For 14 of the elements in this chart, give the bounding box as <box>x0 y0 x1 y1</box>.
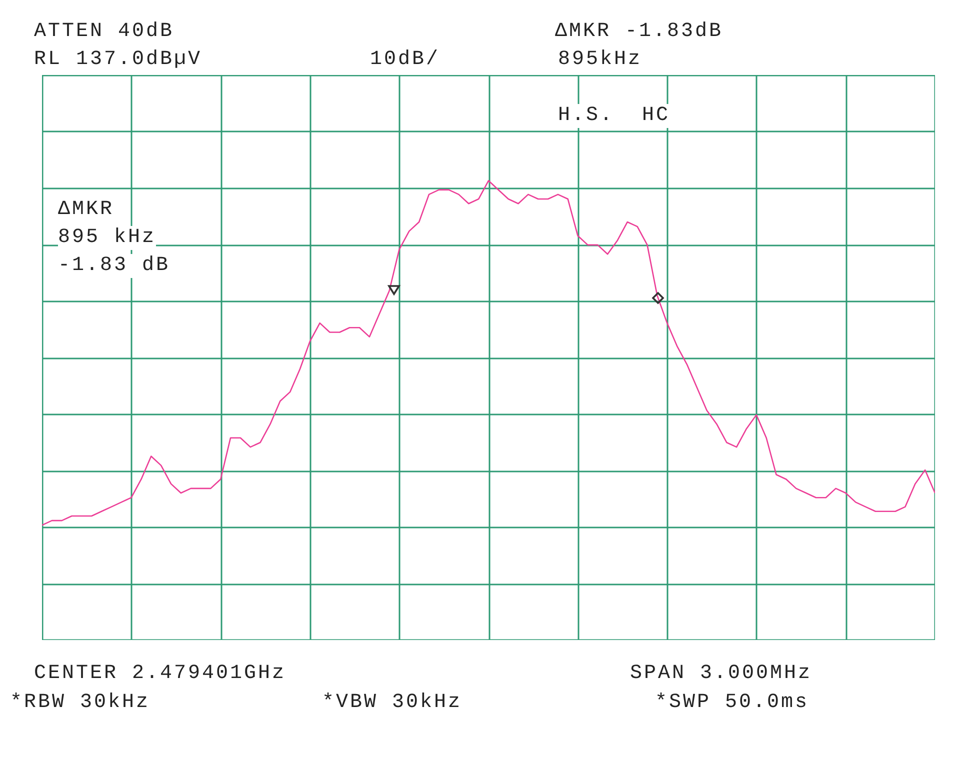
text: H.S. HC <box>558 104 670 128</box>
text: ATTEN 40dB <box>34 20 174 44</box>
text: 895kHz <box>558 48 642 72</box>
text: 10dB/ <box>370 48 440 72</box>
text: ΔMKR -1.83dB <box>555 20 724 44</box>
text: SPAN 3.000MHz <box>630 662 812 686</box>
annotation: ΔMKR <box>58 198 114 222</box>
annotation: 895 kHz <box>58 226 156 250</box>
text: RL 137.0dBµV <box>34 48 202 72</box>
text: *RBW 30kHz <box>10 691 150 715</box>
annotation: -1.83 dB <box>58 254 170 278</box>
text: *SWP 50.0ms <box>655 691 810 715</box>
text: *VBW 30kHz <box>322 691 462 715</box>
text: CENTER 2.479401GHz <box>34 662 286 686</box>
